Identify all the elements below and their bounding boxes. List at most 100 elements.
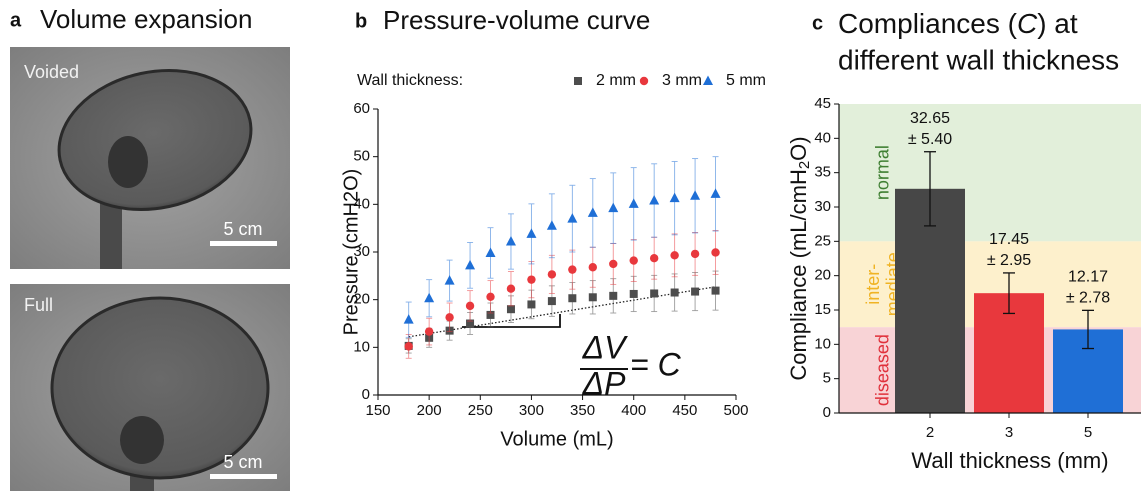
y-axis-label: Pressure (cmH2O)	[340, 169, 362, 336]
point	[527, 300, 536, 309]
x-tick-label: 400	[621, 402, 646, 419]
value-label: 32.65	[910, 110, 950, 127]
legend-label: 2 mm	[596, 72, 636, 89]
point	[568, 265, 577, 274]
annotation: ΔV	[582, 329, 628, 365]
point	[403, 314, 414, 324]
point	[424, 292, 435, 303]
point	[486, 310, 495, 319]
point	[649, 253, 659, 263]
point	[711, 248, 720, 257]
x-axis-label: Volume (mL)	[500, 428, 613, 450]
point	[506, 284, 516, 293]
point	[465, 259, 476, 270]
point	[629, 256, 638, 265]
x-tick-label: 5	[1084, 424, 1092, 441]
title-part: ) at	[1037, 8, 1078, 39]
scale-bar	[210, 474, 277, 479]
point	[424, 327, 434, 336]
scale-label: 5 cm	[223, 219, 262, 239]
error-label: ± 5.40	[908, 131, 952, 148]
point	[670, 251, 679, 260]
point	[506, 305, 515, 314]
panel-letter: b	[355, 10, 367, 32]
x-tick-label: 300	[519, 402, 544, 419]
point	[609, 291, 618, 300]
title-part: Compliances (	[838, 8, 1018, 39]
point	[486, 292, 495, 302]
legend-marker	[574, 77, 582, 85]
y-tick-label: 5	[823, 370, 831, 387]
panel-letter: a	[10, 9, 22, 31]
point	[445, 313, 454, 322]
error-label: ± 2.95	[987, 252, 1031, 269]
image-full: Full 5 cm	[10, 284, 290, 491]
y-tick-label: 10	[353, 338, 370, 355]
y-tick-label: 25	[814, 232, 831, 249]
point	[588, 263, 597, 272]
point	[526, 228, 537, 238]
legend-title: Wall thickness:	[357, 72, 463, 89]
point	[527, 275, 536, 284]
legend-marker	[639, 76, 649, 86]
point	[547, 297, 556, 306]
point	[588, 293, 597, 302]
image-label: Voided	[24, 62, 79, 82]
y-tick-label: 45	[814, 95, 831, 112]
y-tick-label: 60	[353, 100, 370, 117]
x-tick-label: 200	[417, 402, 442, 419]
y-tick-label: 50	[353, 148, 370, 165]
x-tick-label: 2	[926, 424, 934, 441]
point	[505, 236, 516, 246]
point	[710, 188, 721, 198]
y-tick-label: 0	[362, 386, 370, 403]
point	[587, 207, 598, 217]
y-tick-label: 40	[353, 195, 370, 212]
point	[485, 247, 496, 257]
point	[465, 301, 475, 311]
title-part: C	[1017, 8, 1038, 39]
y-label-part: 2	[796, 161, 813, 169]
image-label: Full	[24, 295, 53, 315]
y-tick-label: 0	[823, 404, 831, 421]
error-bar	[1082, 309, 1094, 350]
bladder	[57, 68, 253, 212]
point	[628, 198, 639, 208]
y-tick-label: 10	[814, 335, 831, 352]
zone-label: inter-	[863, 264, 883, 305]
x-tick-label: 3	[1005, 424, 1013, 441]
y-tick-label: 30	[814, 198, 831, 215]
point	[711, 286, 720, 295]
y-tick-label: 15	[814, 301, 831, 318]
trend-line	[408, 286, 716, 338]
zone-label: diseased	[873, 334, 893, 406]
panel-title: Volume expansion	[40, 4, 252, 34]
legend-label: 3 mm	[662, 72, 702, 89]
chart-title: Compliances (C) at	[838, 8, 1078, 39]
bladder	[50, 296, 270, 480]
point	[466, 319, 475, 328]
chart-title: different wall thickness	[838, 44, 1119, 75]
y-axis-label: Compliance (mL/cmH2O)	[786, 136, 813, 380]
point	[444, 275, 455, 285]
point	[567, 213, 578, 223]
legend-label: 5 mm	[726, 72, 766, 89]
point	[404, 342, 413, 351]
point	[669, 192, 680, 203]
scale-bar	[210, 241, 277, 246]
error-bar	[1003, 272, 1015, 315]
x-tick-label: 450	[672, 402, 697, 419]
x-tick-label: 150	[365, 402, 390, 419]
balloon	[120, 416, 164, 464]
error-label: ± 2.78	[1066, 290, 1110, 307]
image-voided: Voided 5 cm	[10, 47, 290, 269]
balloon	[108, 136, 148, 188]
point	[547, 270, 557, 279]
point	[691, 287, 700, 296]
value-label: 12.17	[1068, 269, 1108, 286]
point	[650, 289, 659, 298]
value-label: 17.45	[989, 231, 1029, 248]
annotation: = C	[630, 346, 682, 382]
y-tick-label: 40	[814, 129, 831, 146]
